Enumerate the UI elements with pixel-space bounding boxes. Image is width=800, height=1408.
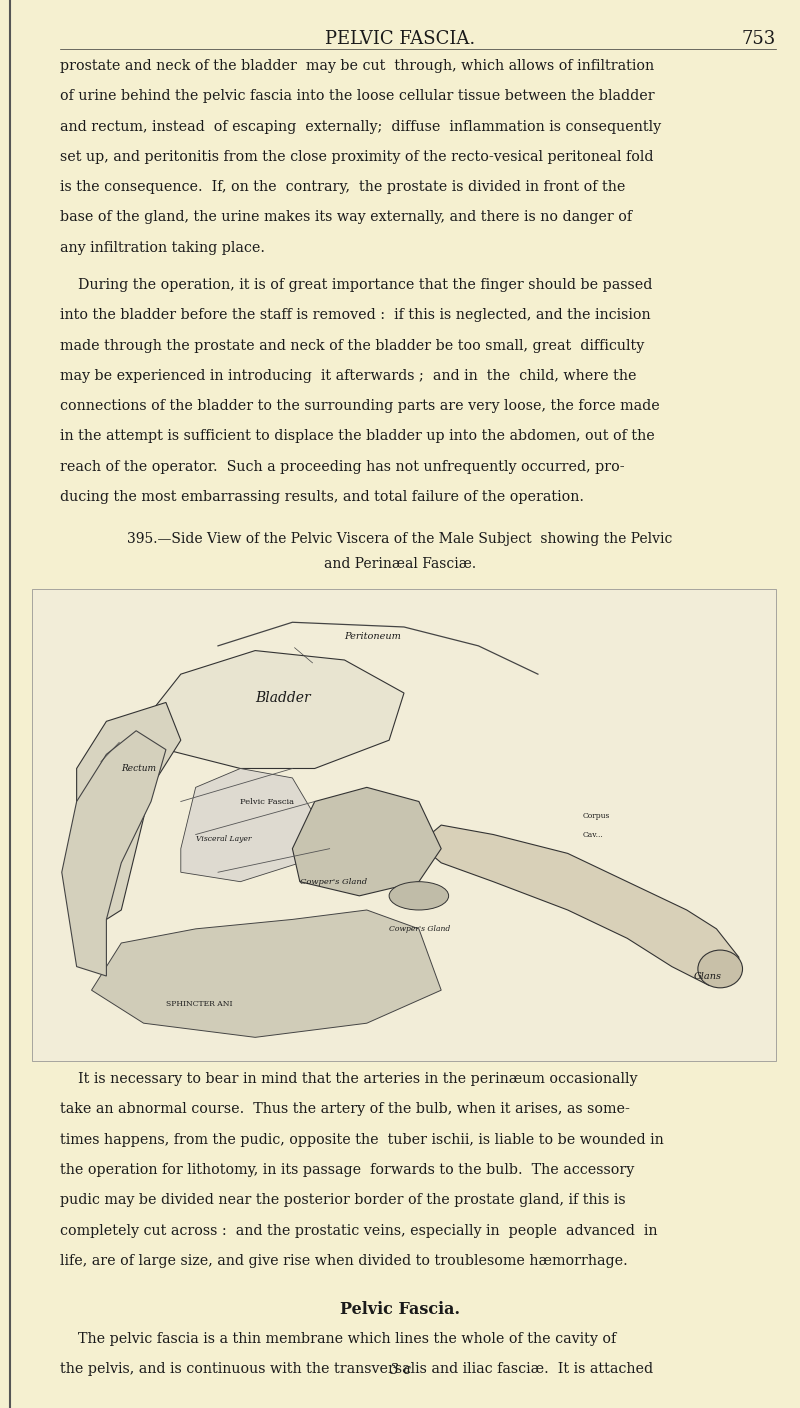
Bar: [32, 589, 776, 1060]
Text: Cowper's Gland: Cowper's Gland: [389, 925, 450, 934]
PathPatch shape: [77, 703, 181, 929]
Text: Peritoneum: Peritoneum: [345, 632, 402, 641]
Text: Visceral Layer: Visceral Layer: [196, 835, 251, 843]
Text: any infiltration taking place.: any infiltration taking place.: [60, 241, 265, 255]
PathPatch shape: [144, 650, 404, 769]
Text: 753: 753: [742, 30, 776, 48]
Text: life, are of large size, and give rise when divided to troublesome hæmorrhage.: life, are of large size, and give rise w…: [60, 1253, 628, 1267]
Text: 395.—Side View of the Pelvic Viscera of the Male Subject  showing the Pelvic: 395.—Side View of the Pelvic Viscera of …: [127, 531, 673, 545]
Ellipse shape: [389, 881, 449, 910]
Text: completely cut across :  and the prostatic veins, especially in  people  advance: completely cut across : and the prostati…: [60, 1224, 658, 1238]
Text: the pelvis, and is continuous with the transversalis and iliac fasciæ.  It is at: the pelvis, and is continuous with the t…: [60, 1362, 653, 1376]
PathPatch shape: [181, 769, 314, 881]
Text: Cowper's Gland: Cowper's Gland: [300, 877, 367, 886]
Text: take an abnormal course.  Thus the artery of the bulb, when it arises, as some-: take an abnormal course. Thus the artery…: [60, 1102, 630, 1117]
Text: may be experienced in introducing  it afterwards ;  and in  the  child, where th: may be experienced in introducing it aft…: [60, 369, 637, 383]
Text: times happens, from the pudic, opposite the  tuber ischii, is liable to be wound: times happens, from the pudic, opposite …: [60, 1132, 664, 1146]
Text: set up, and peritonitis from the close proximity of the recto-vesical peritoneal: set up, and peritonitis from the close p…: [60, 149, 654, 163]
Text: ducing the most embarrassing results, and total failure of the operation.: ducing the most embarrassing results, an…: [60, 490, 584, 504]
Text: the operation for lithotomy, in its passage  forwards to the bulb.  The accessor: the operation for lithotomy, in its pass…: [60, 1163, 634, 1177]
Text: and Perinæal Fasciæ.: and Perinæal Fasciæ.: [324, 556, 476, 570]
Text: and rectum, instead  of escaping  externally;  diffuse  inflammation is conseque: and rectum, instead of escaping external…: [60, 120, 661, 134]
Text: Pelvic Fascia: Pelvic Fascia: [240, 797, 294, 805]
Text: is the consequence.  If, on the  contrary,  the prostate is divided in front of : is the consequence. If, on the contrary,…: [60, 180, 626, 194]
Text: reach of the operator.  Such a proceeding has not unfrequently occurred, pro-: reach of the operator. Such a proceeding…: [60, 459, 625, 473]
Text: connections of the bladder to the surrounding parts are very loose, the force ma: connections of the bladder to the surrou…: [60, 398, 660, 413]
Text: of urine behind the pelvic fascia into the loose cellular tissue between the bla: of urine behind the pelvic fascia into t…: [60, 89, 654, 103]
Bar: [32, 589, 776, 1060]
Text: in the attempt is sufficient to displace the bladder up into the abdomen, out of: in the attempt is sufficient to displace…: [60, 429, 654, 444]
Text: Rectum: Rectum: [122, 765, 156, 773]
Text: Pelvic Fascia.: Pelvic Fascia.: [340, 1301, 460, 1318]
Text: SPHINCTER ANI: SPHINCTER ANI: [166, 1000, 233, 1008]
Text: made through the prostate and neck of the bladder be too small, great  difficult: made through the prostate and neck of th…: [60, 338, 644, 352]
PathPatch shape: [91, 910, 442, 1038]
PathPatch shape: [419, 825, 739, 986]
Text: Bladder: Bladder: [255, 691, 311, 705]
Text: into the bladder before the staff is removed :  if this is neglected, and the in: into the bladder before the staff is rem…: [60, 308, 650, 322]
Text: base of the gland, the urine makes its way externally, and there is no danger of: base of the gland, the urine makes its w…: [60, 210, 632, 224]
Ellipse shape: [698, 950, 742, 988]
Text: PELVIC FASCIA.: PELVIC FASCIA.: [325, 30, 475, 48]
PathPatch shape: [62, 731, 166, 976]
Text: During the operation, it is of great importance that the finger should be passed: During the operation, it is of great imp…: [60, 277, 652, 291]
PathPatch shape: [293, 787, 442, 895]
Text: Glans: Glans: [694, 972, 722, 980]
Text: prostate and neck of the bladder  may be cut  through, which allows of infiltrat: prostate and neck of the bladder may be …: [60, 59, 654, 73]
Text: It is necessary to bear in mind that the arteries in the perinæum occasionally: It is necessary to bear in mind that the…: [60, 1071, 638, 1086]
Text: 3 c: 3 c: [390, 1363, 410, 1377]
Text: The pelvic fascia is a thin membrane which lines the whole of the cavity of: The pelvic fascia is a thin membrane whi…: [60, 1332, 616, 1346]
Text: Corpus: Corpus: [582, 811, 610, 819]
Text: pudic may be divided near the posterior border of the prostate gland, if this is: pudic may be divided near the posterior …: [60, 1193, 626, 1207]
Text: Cav...: Cav...: [582, 831, 603, 839]
